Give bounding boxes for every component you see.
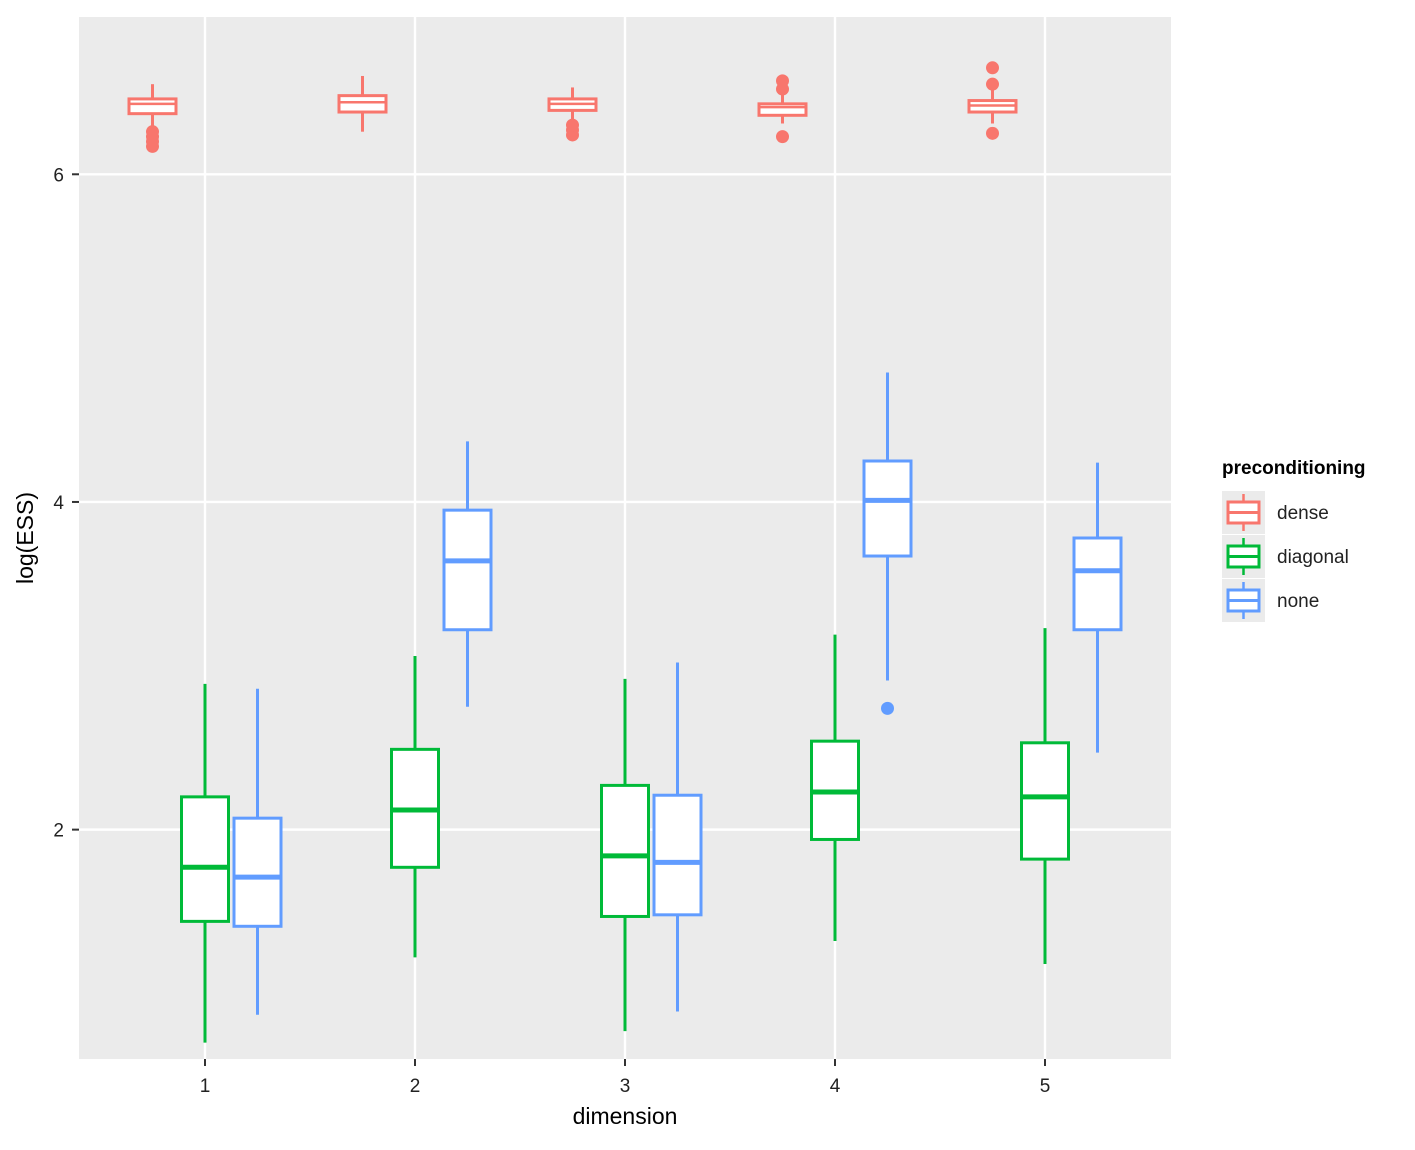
box-body: [1020, 741, 1070, 861]
legend: preconditioning dense diagonal none: [1222, 458, 1366, 622]
box-body: [442, 508, 493, 632]
box-body: [862, 459, 913, 558]
legend-title: preconditioning: [1222, 458, 1366, 479]
y-tick-label: 6: [53, 165, 64, 186]
box-body: [1072, 536, 1123, 632]
box-dense-3: [547, 87, 598, 142]
outlier-point: [776, 130, 789, 144]
axes: 2 4 6 1 2 3 4 5: [53, 165, 1050, 1097]
box-none-2: [442, 441, 493, 707]
outlier-point: [986, 77, 999, 91]
legend-label-diagonal: diagonal: [1277, 547, 1349, 568]
box-dense-1: [127, 84, 178, 153]
box-series-group: [127, 61, 1123, 1043]
box-dense-2: [337, 75, 388, 132]
outlier-point: [776, 74, 789, 88]
box-dense-4: [757, 74, 808, 144]
x-tick-label: 1: [200, 1076, 211, 1097]
x-tick-label: 3: [620, 1076, 631, 1097]
box-diagonal-4: [810, 634, 860, 942]
y-tick-label: 4: [53, 493, 64, 514]
box-none-5: [1072, 462, 1123, 753]
x-tick-label: 4: [830, 1076, 841, 1097]
legend-key-none: [1222, 579, 1265, 622]
box-none-3: [652, 662, 703, 1012]
x-axis-title: dimension: [573, 1103, 678, 1129]
outlier-point: [146, 125, 159, 139]
box-body: [652, 793, 703, 917]
outlier-point: [566, 118, 579, 132]
box-body: [232, 816, 283, 928]
outlier-point: [986, 61, 999, 75]
box-body: [337, 94, 388, 114]
box-dense-5: [967, 61, 1018, 140]
legend-label-none: none: [1277, 591, 1319, 612]
box-body: [600, 783, 650, 918]
box-diagonal-3: [600, 678, 650, 1032]
legend-key-dense: [1222, 491, 1265, 534]
box-diagonal-5: [1020, 628, 1070, 964]
x-tick-label: 2: [410, 1076, 421, 1097]
legend-label-dense: dense: [1277, 503, 1329, 524]
x-tick-label: 5: [1040, 1076, 1051, 1097]
outlier-point: [986, 126, 999, 140]
box-body: [180, 795, 230, 923]
outlier-point: [881, 701, 894, 715]
box-diagonal-2: [390, 655, 440, 958]
box-body: [757, 102, 808, 117]
legend-key-diagonal: [1222, 535, 1265, 578]
box-none-1: [232, 688, 283, 1015]
box-body: [127, 97, 178, 116]
box-none-4: [862, 372, 913, 715]
y-axis-title: log(ESS): [12, 492, 38, 584]
y-tick-label: 2: [53, 821, 64, 842]
box-diagonal-1: [180, 683, 230, 1043]
